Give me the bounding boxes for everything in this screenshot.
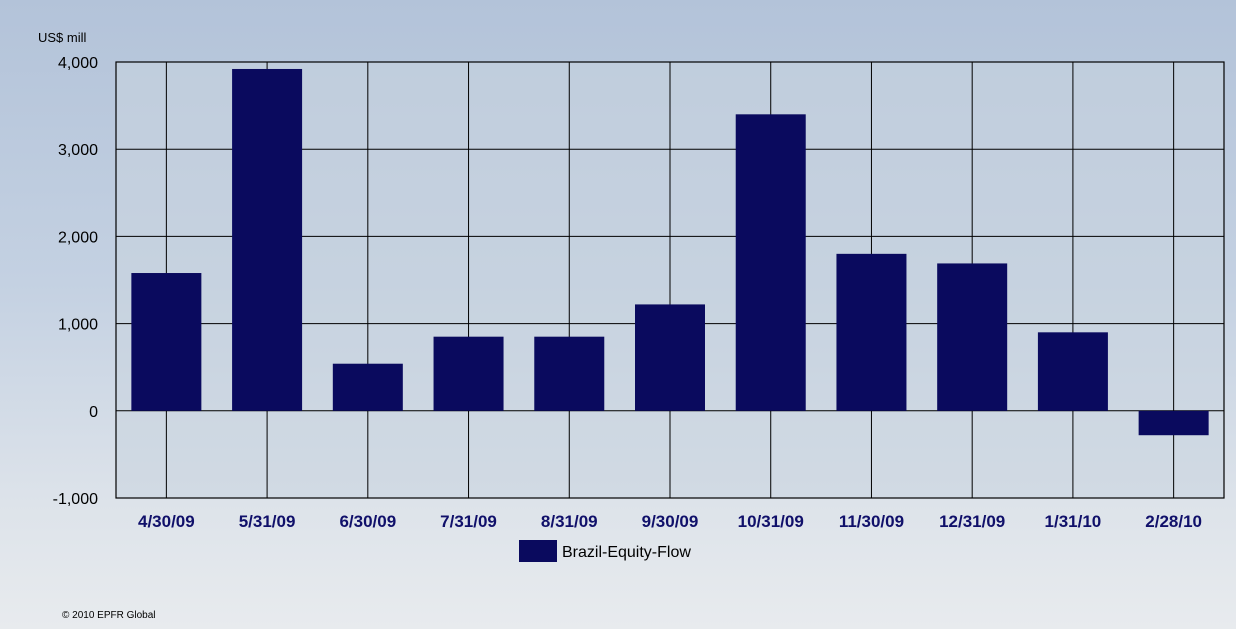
x-tick-label: 4/30/09 bbox=[138, 512, 195, 531]
x-tick-label: 7/31/09 bbox=[440, 512, 497, 531]
bar-11/30/09 bbox=[836, 253, 907, 411]
y-tick-label: 2,000 bbox=[58, 229, 98, 246]
y-axis-ticks: 4,000 3,000 2,000 1,000 0 -1,000 bbox=[53, 55, 98, 508]
bar-9/30/09 bbox=[635, 304, 705, 411]
y-tick-label: 0 bbox=[89, 404, 98, 421]
bars bbox=[131, 68, 1209, 436]
x-tick-label: 6/30/09 bbox=[339, 512, 396, 531]
bar-4/30/09 bbox=[131, 273, 202, 411]
bar-7/31/09 bbox=[433, 336, 504, 411]
y-tick-label: -1,000 bbox=[53, 491, 98, 508]
y-tick-label: 3,000 bbox=[58, 142, 98, 159]
bar-12/31/09 bbox=[937, 263, 1008, 411]
x-tick-label: 10/31/09 bbox=[738, 512, 804, 531]
copyright-text: © 2010 EPFR Global bbox=[62, 610, 156, 621]
legend-swatch bbox=[519, 540, 557, 562]
y-tick-label: 1,000 bbox=[58, 317, 98, 334]
bar-2/28/10 bbox=[1138, 410, 1209, 436]
y-tick-label: 4,000 bbox=[58, 55, 98, 72]
x-tick-label: 12/31/09 bbox=[939, 512, 1005, 531]
bar-8/31/09 bbox=[534, 336, 605, 411]
x-tick-label: 2/28/10 bbox=[1145, 512, 1202, 531]
y-unit-label: US$ mill bbox=[38, 30, 87, 45]
x-tick-label: 8/31/09 bbox=[541, 512, 598, 531]
x-tick-label: 5/31/09 bbox=[239, 512, 296, 531]
bar-10/31/09 bbox=[735, 114, 806, 411]
bar-1/31/10 bbox=[1037, 332, 1108, 411]
x-axis-ticks: 4/30/09 5/31/09 6/30/09 7/31/09 8/31/09 9/30/… bbox=[138, 512, 1202, 531]
legend-label: Brazil-Equity-Flow bbox=[562, 544, 691, 561]
x-tick-label: 1/31/10 bbox=[1045, 512, 1102, 531]
x-tick-label: 9/30/09 bbox=[642, 512, 699, 531]
bar-5/31/09 bbox=[232, 68, 303, 411]
legend: Brazil-Equity-Flow bbox=[519, 540, 691, 562]
x-tick-label: 11/30/09 bbox=[839, 512, 904, 531]
bar-6/30/09 bbox=[332, 363, 403, 411]
